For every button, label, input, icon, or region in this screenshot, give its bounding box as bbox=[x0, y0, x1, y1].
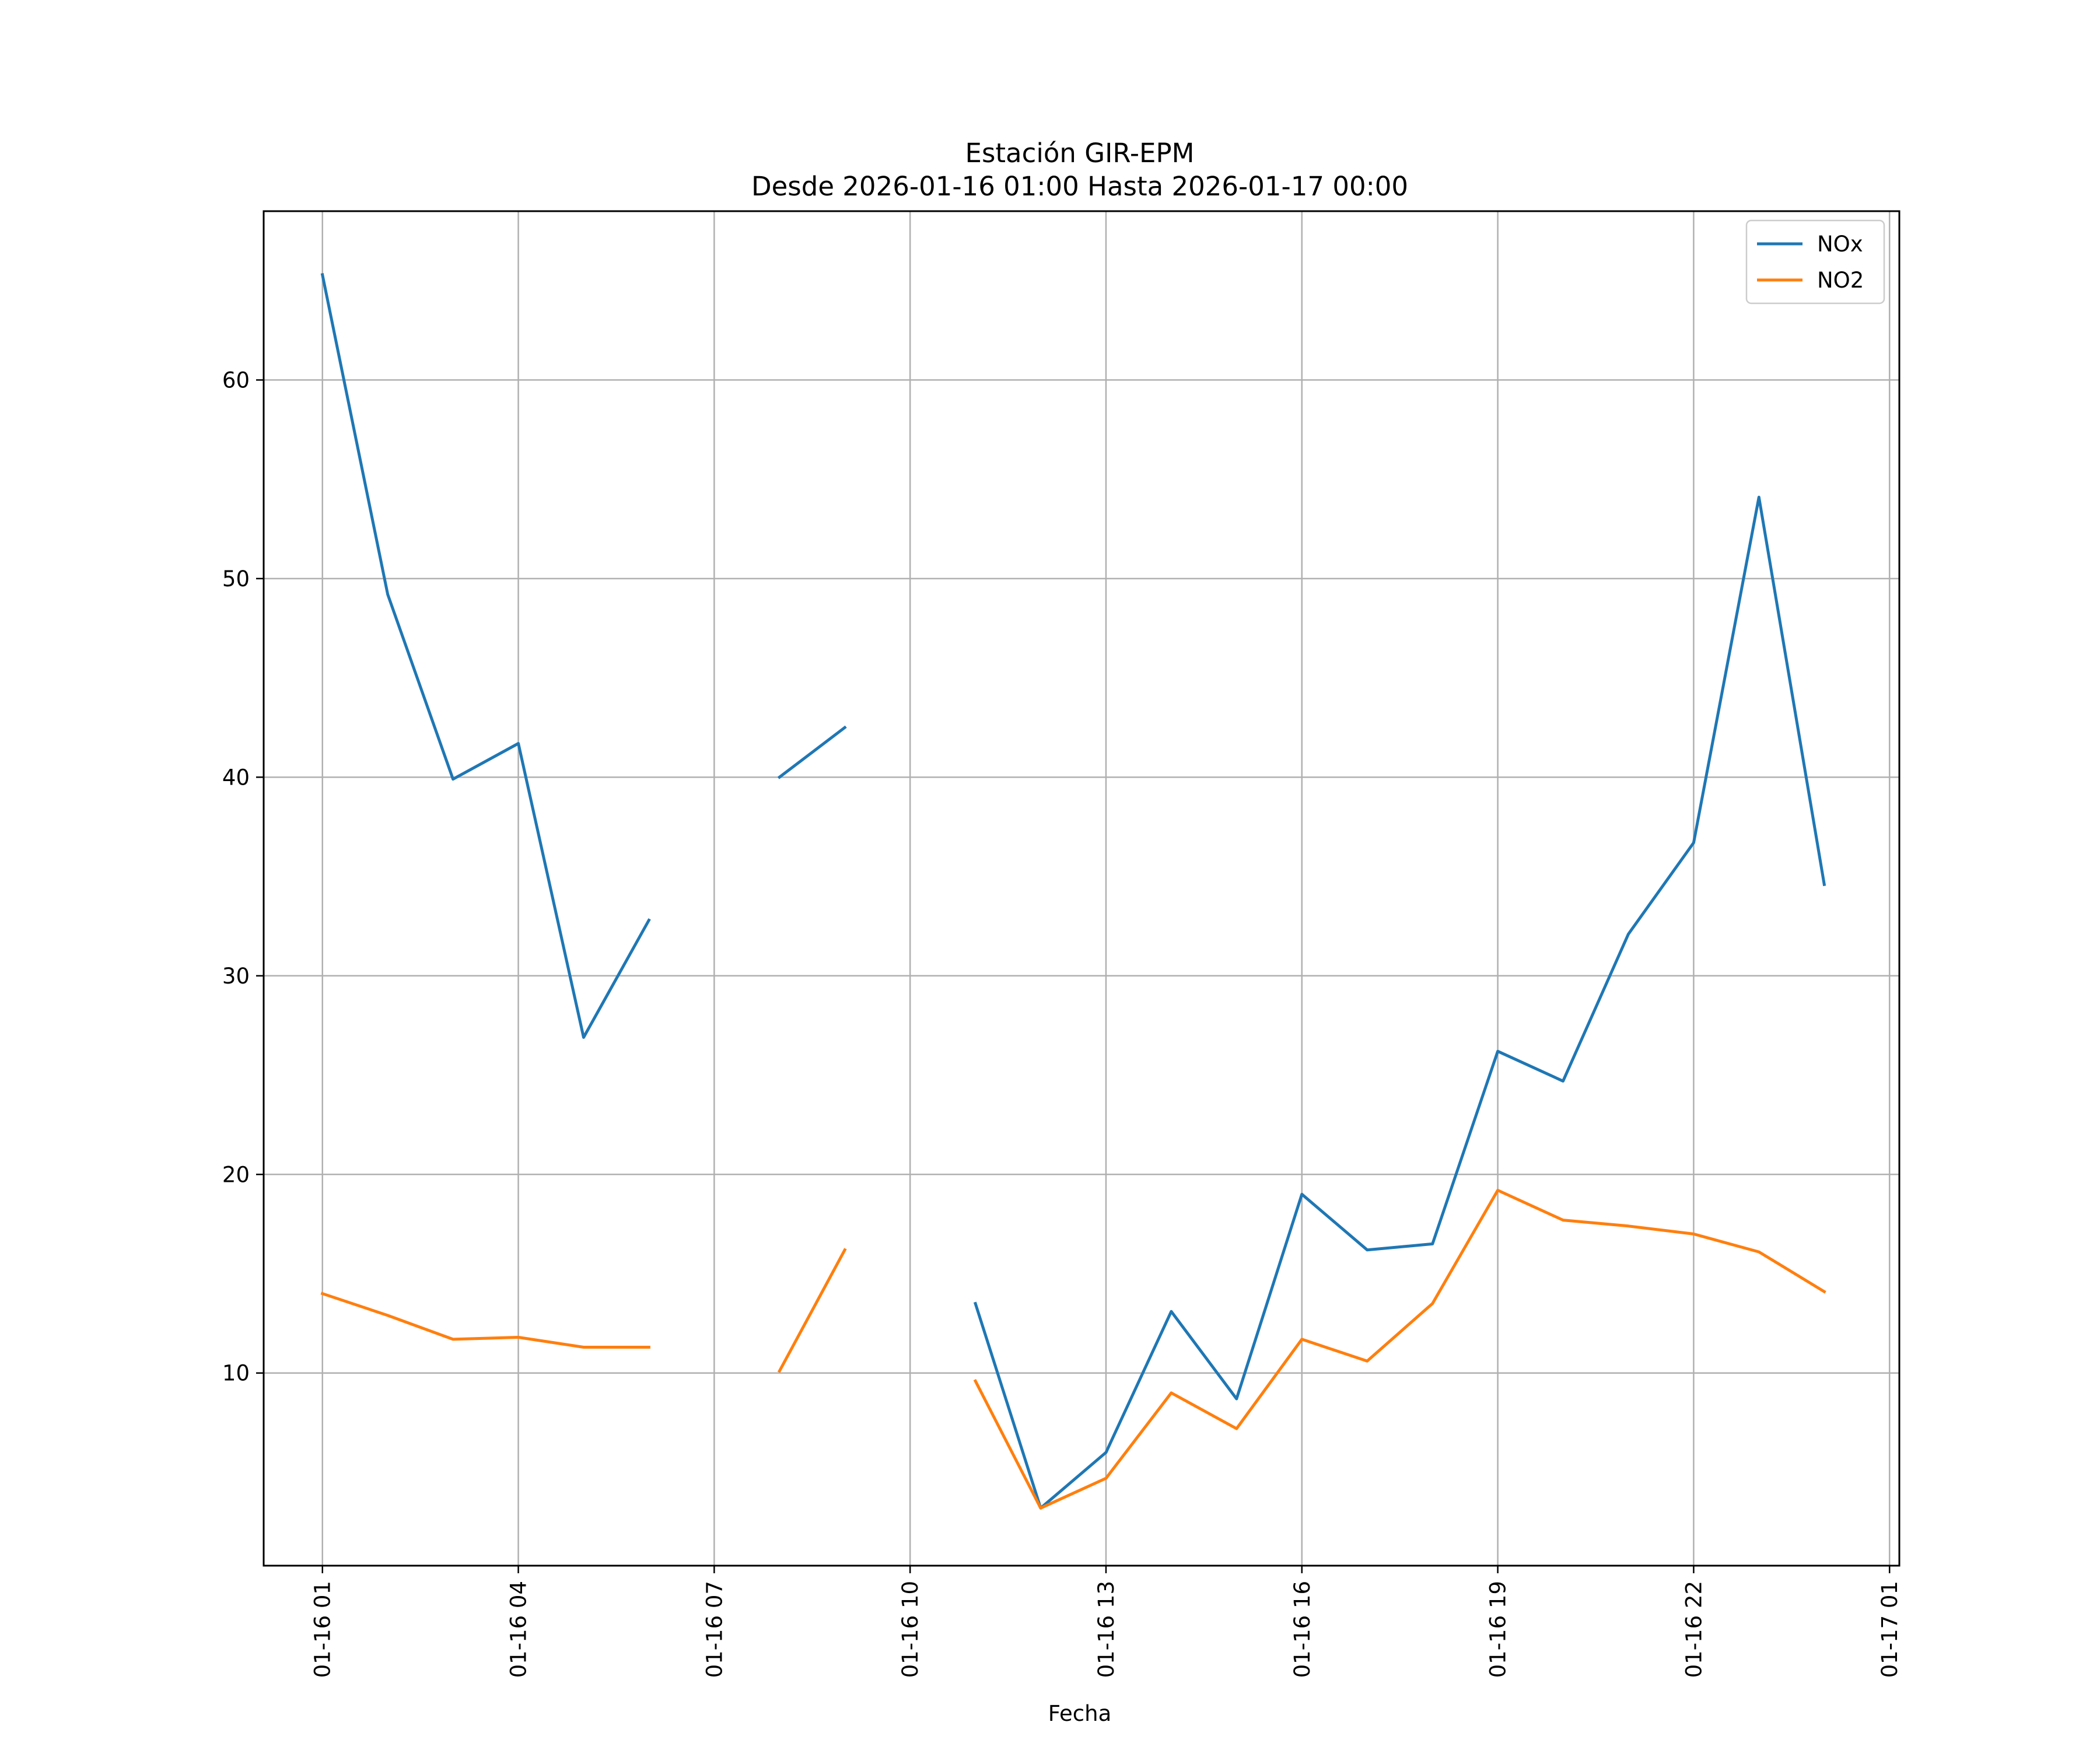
chart-title: Estación GIR-EPM bbox=[965, 138, 1195, 169]
x-tick-label-8: 01-17 01 bbox=[1877, 1581, 1902, 1678]
y-tick-label-4: 50 bbox=[222, 566, 250, 592]
y-tick-label-3: 40 bbox=[222, 765, 250, 790]
legend-label-nox: NOx bbox=[1817, 232, 1863, 257]
chart-subtitle: Desde 2026-01-16 01:00 Hasta 2026-01-17 … bbox=[751, 171, 1408, 202]
plot-area: 01-16 01 01-16 04 01-16 07 01-16 10 01-16 13… bbox=[222, 210, 1902, 1678]
series-no2-segment-0 bbox=[320, 1292, 650, 1349]
axes-frame bbox=[262, 210, 1901, 1567]
y-tick-label-0: 10 bbox=[222, 1361, 250, 1386]
legend: NOx NO2 bbox=[1745, 219, 1885, 304]
y-tick-label-5: 60 bbox=[222, 368, 250, 393]
series-no2-segment-2 bbox=[973, 1189, 1826, 1510]
legend-label-no2: NO2 bbox=[1817, 268, 1864, 293]
x-tick-label-5: 01-16 16 bbox=[1290, 1581, 1315, 1678]
x-tick-label-7: 01-16 22 bbox=[1681, 1581, 1706, 1678]
x-tick-label-4: 01-16 13 bbox=[1094, 1581, 1119, 1678]
series-no2-segment-1 bbox=[777, 1248, 847, 1373]
series-nox-segment-2 bbox=[973, 495, 1826, 1510]
series-nox-segment-1 bbox=[777, 725, 847, 779]
y-tick-label-2: 30 bbox=[222, 964, 250, 989]
x-tick-label-6: 01-16 19 bbox=[1486, 1581, 1511, 1678]
x-axis-label: Fecha bbox=[1048, 1701, 1112, 1726]
x-tick-label-3: 01-16 10 bbox=[898, 1581, 923, 1678]
y-tick-label-1: 20 bbox=[222, 1162, 250, 1187]
x-tick-label-2: 01-16 07 bbox=[702, 1581, 727, 1678]
x-tick-label-1: 01-16 04 bbox=[506, 1581, 531, 1678]
legend-frame bbox=[1745, 219, 1885, 304]
series-nox-segment-0 bbox=[320, 273, 651, 1039]
x-tick-label-0: 01-16 01 bbox=[310, 1581, 335, 1678]
